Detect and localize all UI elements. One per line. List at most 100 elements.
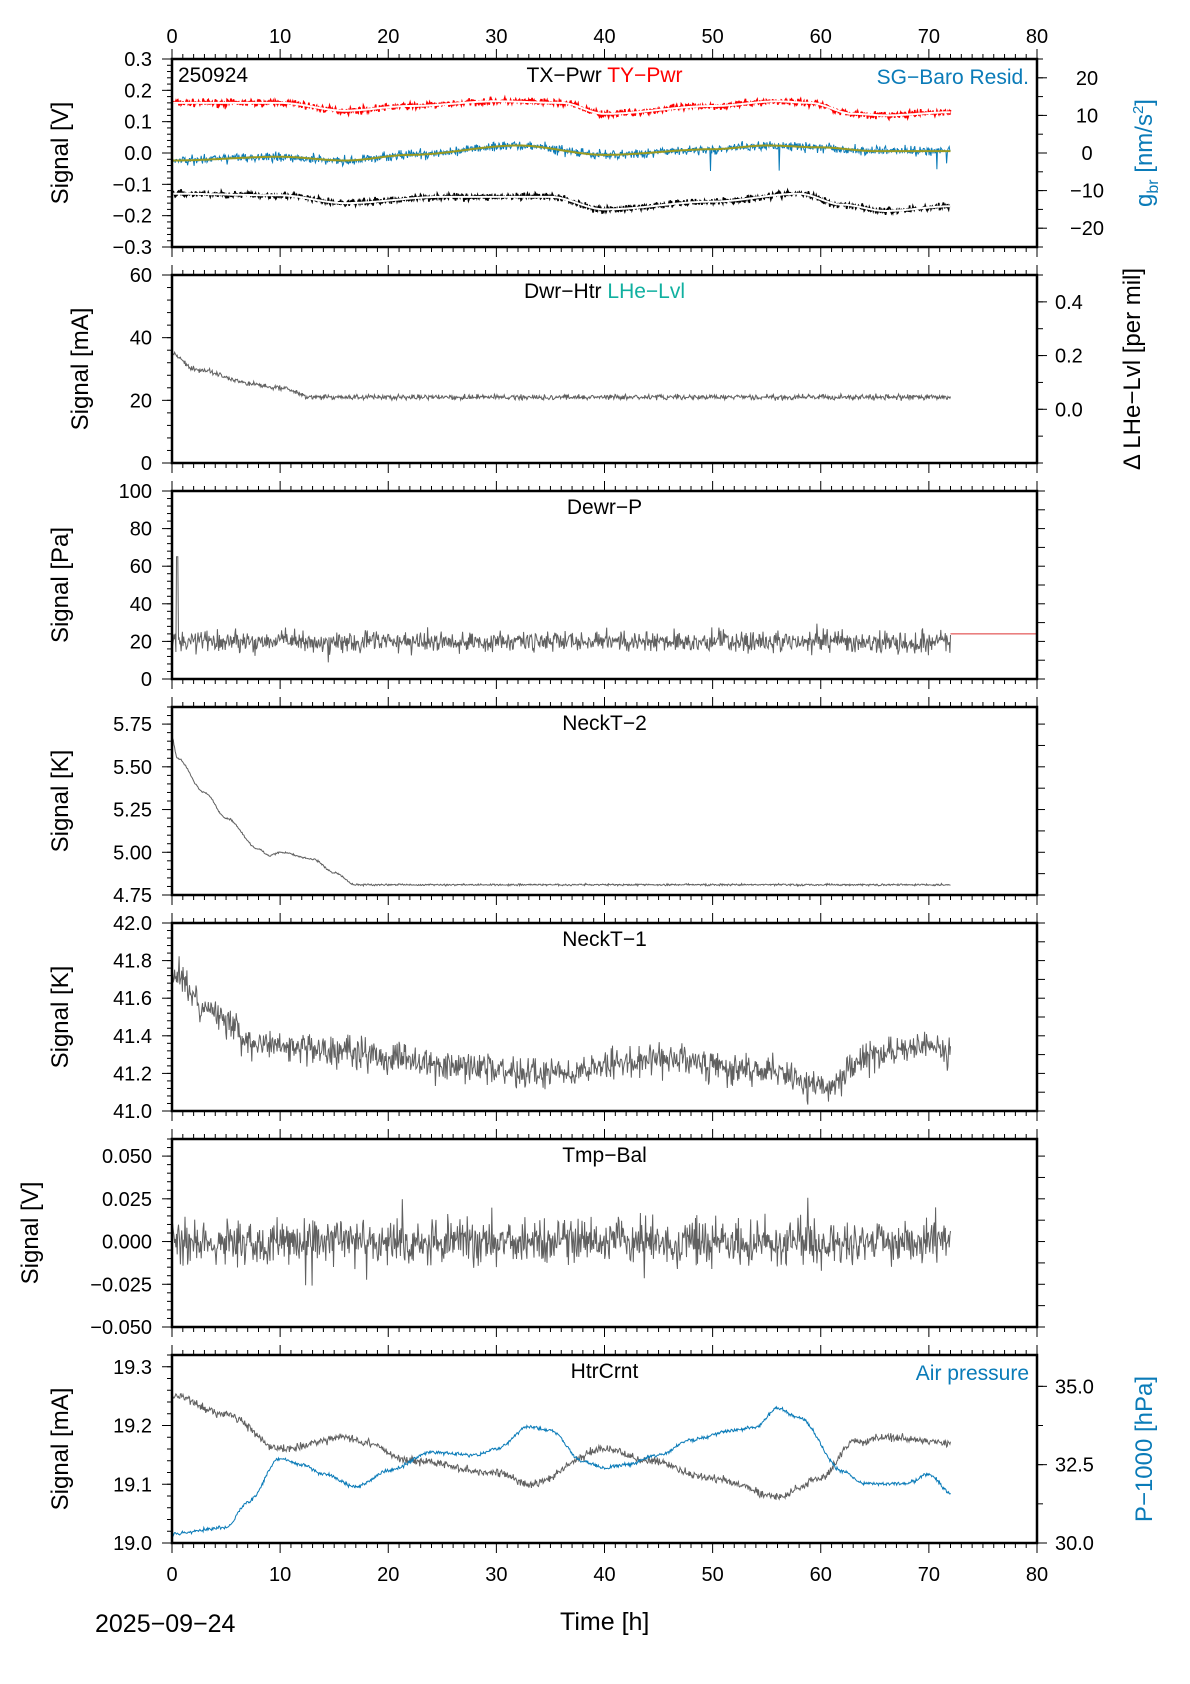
y-tick-label: 5.00 xyxy=(113,842,152,864)
y-tick-label: −0.3 xyxy=(113,237,152,259)
y-axis-label: Signal [V] xyxy=(47,102,74,205)
legend-entry: Tmp−Bal xyxy=(562,1144,647,1167)
panel-title: Dewr−P xyxy=(567,496,642,519)
smoothed-line xyxy=(172,100,951,117)
y-right-tick-label: 0.4 xyxy=(1055,292,1083,314)
y-tick-label: 0.000 xyxy=(102,1232,152,1254)
series-line-dwr-htr xyxy=(171,350,951,402)
x-axis-title: Time [h] xyxy=(560,1608,650,1636)
x-tick-label: 60 xyxy=(810,26,832,48)
x-tick-label: 30 xyxy=(485,26,507,48)
y-axis-label-right: P−1000 [hPa] xyxy=(1131,1376,1158,1522)
series-line-tmp-bal xyxy=(171,1197,951,1286)
y-tick-label: 19.0 xyxy=(113,1533,152,1555)
panel-title: Dwr−Htr LHe−Lvl xyxy=(524,280,685,303)
y-right-tick-label: −20 xyxy=(1070,218,1104,240)
y-right-tick-label: 32.5 xyxy=(1055,1455,1094,1477)
panel-frame xyxy=(170,921,1039,1113)
y-tick-label: 100 xyxy=(119,481,152,503)
date-label: 2025−09−24 xyxy=(95,1610,236,1638)
series-line-tx-pwr xyxy=(171,187,951,216)
y-tick-label: 41.8 xyxy=(113,951,152,973)
series-line-dewr-p xyxy=(171,556,951,663)
series-line-neckt-1 xyxy=(171,956,951,1105)
y-tick-label: 5.25 xyxy=(113,800,152,822)
y-tick-label: 0.1 xyxy=(124,112,152,134)
y-tick-label: −0.050 xyxy=(90,1317,152,1339)
y-tick-label: 41.4 xyxy=(113,1026,152,1048)
y-tick-label: 19.3 xyxy=(113,1357,152,1379)
legend-entry: TY−Pwr xyxy=(602,64,683,87)
x-tick-label: 0 xyxy=(166,26,177,48)
station-code: 250924 xyxy=(178,64,248,87)
y-tick-label: 0 xyxy=(141,453,152,475)
y-tick-label: 0.050 xyxy=(102,1146,152,1168)
y-tick-label: 5.75 xyxy=(113,714,152,736)
y-axis-label-right: Δ LHe−Lvl [per mil] xyxy=(1119,268,1146,470)
panel-title: NeckT−1 xyxy=(562,928,647,951)
legend-entry: TX−Pwr xyxy=(527,64,602,87)
panel-7: 0 10 20 30 40 50 60 70 80 19.0 19.1 19.2 19.3 30.0 32.… xyxy=(47,1345,1158,1586)
y-tick-label: 20 xyxy=(130,390,152,412)
y-right-tick-label: 0.0 xyxy=(1055,399,1083,421)
y-tick-label: −0.1 xyxy=(113,174,152,196)
y-right-tick-label: 0.2 xyxy=(1055,346,1083,368)
y-right-tick-label: 10 xyxy=(1076,105,1098,127)
x-tick-label: 40 xyxy=(593,26,615,48)
x-tick-label: 40 xyxy=(593,1564,615,1586)
y-axis-label: Signal [K] xyxy=(47,750,74,853)
panel-title: Tmp−Bal xyxy=(562,1144,647,1167)
y-tick-label: 40 xyxy=(130,328,152,350)
x-tick-label: 60 xyxy=(810,1564,832,1586)
legend-entry-right: SG−Baro Resid. xyxy=(877,66,1029,89)
legend-entry-right: Air pressure xyxy=(916,1362,1029,1385)
panel-6: −0.050 −0.025 0.000 0.025 0.050 Signal [V] Tmp… xyxy=(17,1129,1045,1339)
y-tick-label: 0.3 xyxy=(124,49,152,71)
panel-frame xyxy=(170,273,1039,465)
series-line-neckt-2 xyxy=(171,737,951,888)
x-tick-label: 50 xyxy=(702,1564,724,1586)
y-tick-label: −0.025 xyxy=(90,1274,152,1296)
x-tick-label: 80 xyxy=(1026,1564,1048,1586)
panel-1: 0 10 20 30 40 50 60 70 80 −0.3 −0.2 −0.1 0.0 0.1 0.2 0.… xyxy=(47,26,1162,259)
x-tick-label: 70 xyxy=(918,1564,940,1586)
x-tick-label: 80 xyxy=(1026,26,1048,48)
y-tick-label: 41.6 xyxy=(113,988,152,1010)
y-right-tick-label: 30.0 xyxy=(1055,1533,1094,1555)
y-tick-label: 42.0 xyxy=(113,913,152,935)
y-axis-label: Signal [mA] xyxy=(67,308,94,431)
y-right-tick-label: 0 xyxy=(1081,143,1092,165)
x-tick-label: 10 xyxy=(269,1564,291,1586)
y-tick-label: 41.0 xyxy=(113,1101,152,1123)
panel-title: HtrCrnt xyxy=(571,1360,639,1383)
y-tick-label: 0.025 xyxy=(102,1189,152,1211)
panel-4: 4.75 5.00 5.25 5.50 5.75 Signal [K] NeckT−2 xyxy=(47,697,1045,907)
y-axis-label: Signal [V] xyxy=(17,1182,44,1285)
y-right-tick-label: −10 xyxy=(1070,181,1104,203)
y-tick-label: 41.2 xyxy=(113,1063,152,1085)
legend-entry: NeckT−2 xyxy=(562,712,647,735)
series-line-htrcrnt xyxy=(171,1392,951,1501)
smoothed-line xyxy=(172,192,951,212)
panel-frame xyxy=(170,705,1039,897)
x-tick-label: 20 xyxy=(377,1564,399,1586)
panel-title: TX−Pwr TY−Pwr xyxy=(527,64,683,87)
series-line-ty-pwr xyxy=(171,94,952,122)
series-line-air-pressure xyxy=(171,1405,951,1538)
y-tick-label: −0.2 xyxy=(113,206,152,228)
y-tick-label: 4.75 xyxy=(113,885,152,907)
legend-entry: NeckT−1 xyxy=(562,928,647,951)
y-tick-label: 19.2 xyxy=(113,1416,152,1438)
x-tick-label: 50 xyxy=(702,26,724,48)
y-tick-label: 20 xyxy=(130,631,152,653)
legend-entry: Dwr−Htr xyxy=(524,280,602,303)
y-tick-label: 0 xyxy=(141,669,152,691)
x-tick-label: 0 xyxy=(166,1564,177,1586)
y-tick-label: 60 xyxy=(130,265,152,287)
x-tick-label: 20 xyxy=(377,26,399,48)
panel-2: 0 20 40 60 0.0 0.2 0.4 Signal [mA] Δ LHe−Lvl [pe… xyxy=(67,265,1146,475)
y-tick-label: 60 xyxy=(130,556,152,578)
y-tick-label: 0.2 xyxy=(124,80,152,102)
y-axis-label-right: gbr [nm/s2] xyxy=(1130,99,1162,207)
